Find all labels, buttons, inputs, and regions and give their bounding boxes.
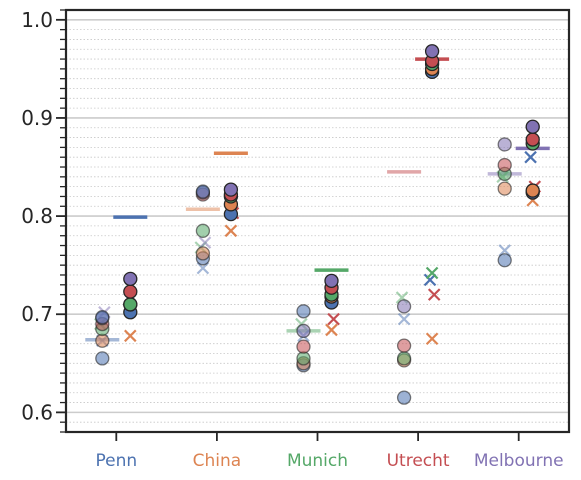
cross-point-light (198, 236, 212, 249)
cross-point (423, 273, 437, 287)
cross-point (524, 150, 537, 164)
data-marks (85, 44, 550, 405)
circle-point-light (195, 184, 211, 199)
y-tick-label: 1.0 (21, 8, 53, 32)
x-tick-label: China (193, 451, 242, 471)
circle-point-light (497, 157, 512, 173)
cross-stroke (224, 224, 238, 238)
cross-point (327, 312, 340, 326)
circle-point-light (296, 304, 311, 319)
y-tick-label: 0.9 (21, 106, 53, 130)
x-axis: Penn China Munich Utrecht Melbourne (95, 432, 564, 471)
circle-point (123, 284, 138, 299)
cross-point-light (196, 261, 210, 275)
cross-stroke (524, 150, 537, 164)
circle-point-light (195, 246, 211, 261)
cross-stroke (397, 312, 411, 326)
y-tick-label: 0.6 (21, 400, 53, 424)
cross-point (325, 323, 338, 337)
cross-stroke (425, 332, 439, 346)
circle-point-light (296, 323, 311, 339)
cross-stroke (498, 244, 511, 257)
cross-point-light (498, 244, 511, 257)
cross-stroke (327, 312, 340, 326)
circle-point-light (95, 351, 110, 366)
circle-point (324, 273, 339, 289)
circle-point-light (497, 181, 512, 196)
circle-point-light (195, 223, 211, 238)
circle-point-light (396, 351, 412, 366)
circle-point (525, 183, 540, 198)
grid-lines (66, 9, 569, 433)
y-axis: 0.6 0.7 0.8 0.9 1.0 (21, 8, 66, 433)
circle-point (525, 119, 540, 134)
cross-stroke (196, 261, 210, 275)
circle-point-light (95, 333, 110, 348)
cross-point (425, 266, 439, 280)
cross-point (124, 329, 137, 343)
circle-point-light (396, 338, 412, 353)
cross-point (427, 288, 441, 301)
cross-stroke (198, 236, 212, 249)
circle-point-light (497, 253, 512, 268)
y-tick-label: 0.8 (21, 204, 53, 228)
cross-point-light (397, 312, 411, 326)
circle-point-light (95, 310, 110, 325)
circle-point-light (396, 299, 412, 314)
cross-stroke (427, 288, 441, 301)
circle-point-light (396, 390, 412, 405)
circle-point (424, 44, 440, 59)
x-tick-label: Penn (95, 451, 137, 471)
x-tick-label: Melbourne (474, 451, 564, 471)
circle-point-light (296, 351, 311, 366)
circle-point (223, 182, 239, 197)
plot-frame (64, 8, 571, 434)
cross-stroke (395, 291, 409, 304)
x-tick-label: Munich (287, 451, 348, 471)
circle-point-light (296, 339, 311, 354)
circle-point-light (497, 137, 512, 152)
cross-point (224, 224, 238, 238)
circle-point (525, 132, 540, 147)
x-tick-label: Utrecht (387, 451, 450, 471)
circle-point (123, 271, 138, 287)
cross-point (425, 332, 439, 346)
y-tick-label: 0.7 (21, 302, 53, 326)
cross-stroke (425, 266, 439, 280)
cross-stroke (325, 323, 338, 337)
circle-point (123, 297, 138, 312)
cross-stroke (423, 273, 437, 287)
cross-stroke (124, 329, 137, 343)
